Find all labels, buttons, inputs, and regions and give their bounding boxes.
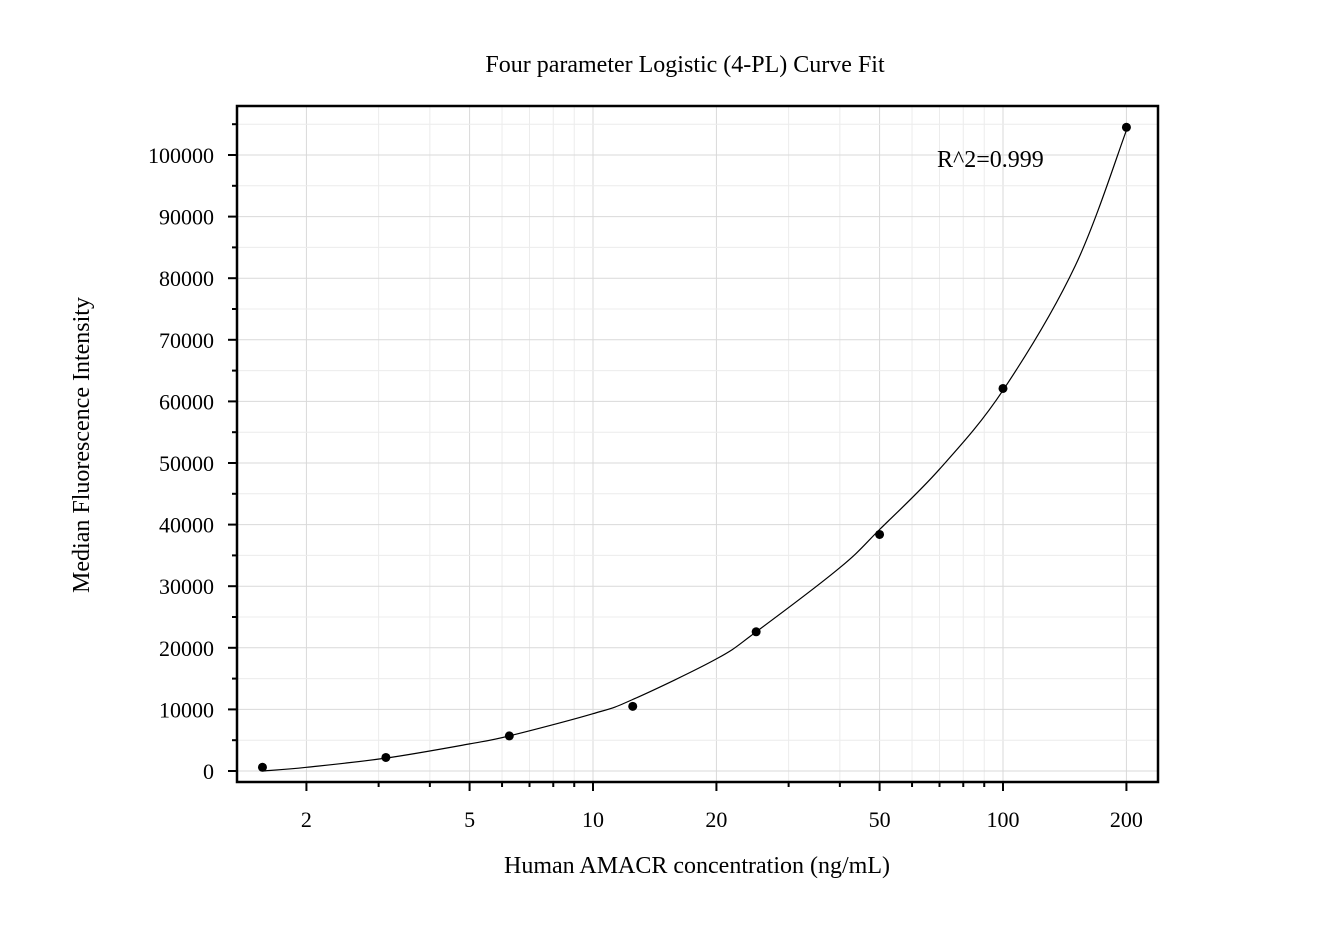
y-tick-label: 60000 (159, 389, 214, 414)
data-point (504, 731, 514, 741)
x-tick-label: 100 (987, 807, 1020, 832)
x-tick-label: 20 (705, 807, 727, 832)
x-tick-label: 2 (301, 807, 312, 832)
data-point (1121, 122, 1131, 132)
data-point (751, 627, 761, 637)
r-squared-annotation: R^2=0.999 (937, 147, 1044, 173)
fit-curve-line (262, 130, 1127, 772)
x-tick-label: 200 (1110, 807, 1143, 832)
data-point (998, 383, 1008, 393)
y-tick-label: 0 (203, 759, 214, 784)
data-point (257, 762, 267, 772)
plot-frame (235, 104, 1160, 784)
x-axis: 2 5 10 20 50 100 200 (301, 782, 1143, 832)
y-tick-label: 70000 (159, 328, 214, 353)
y-axis: 0 10000 20000 30000 40000 50000 60000 70000 8000… (148, 123, 237, 784)
y-tick-label: 90000 (159, 205, 214, 230)
data-points (257, 122, 1131, 772)
chart-title: Four parameter Logistic (4-PL) Curve Fit (485, 52, 885, 78)
x-tick-label: 10 (582, 807, 604, 832)
data-point (875, 529, 885, 539)
x-tick-label: 50 (869, 807, 891, 832)
y-tick-label: 30000 (159, 574, 214, 599)
y-tick-label: 50000 (159, 451, 214, 476)
x-tick-label: 5 (464, 807, 475, 832)
y-tick-label: 10000 (159, 697, 214, 722)
y-axis-title: Median Fluorescence Intensity (69, 297, 95, 593)
y-tick-label: 20000 (159, 636, 214, 661)
y-tick-label: 80000 (159, 266, 214, 291)
data-point (381, 752, 391, 762)
fit-curve (262, 130, 1127, 772)
plot-grid (237, 106, 1158, 782)
data-point (628, 701, 638, 711)
y-tick-label: 40000 (159, 513, 214, 538)
y-tick-label: 100000 (148, 143, 214, 168)
x-axis-title: Human AMACR concentration (ng/mL) (504, 853, 890, 879)
